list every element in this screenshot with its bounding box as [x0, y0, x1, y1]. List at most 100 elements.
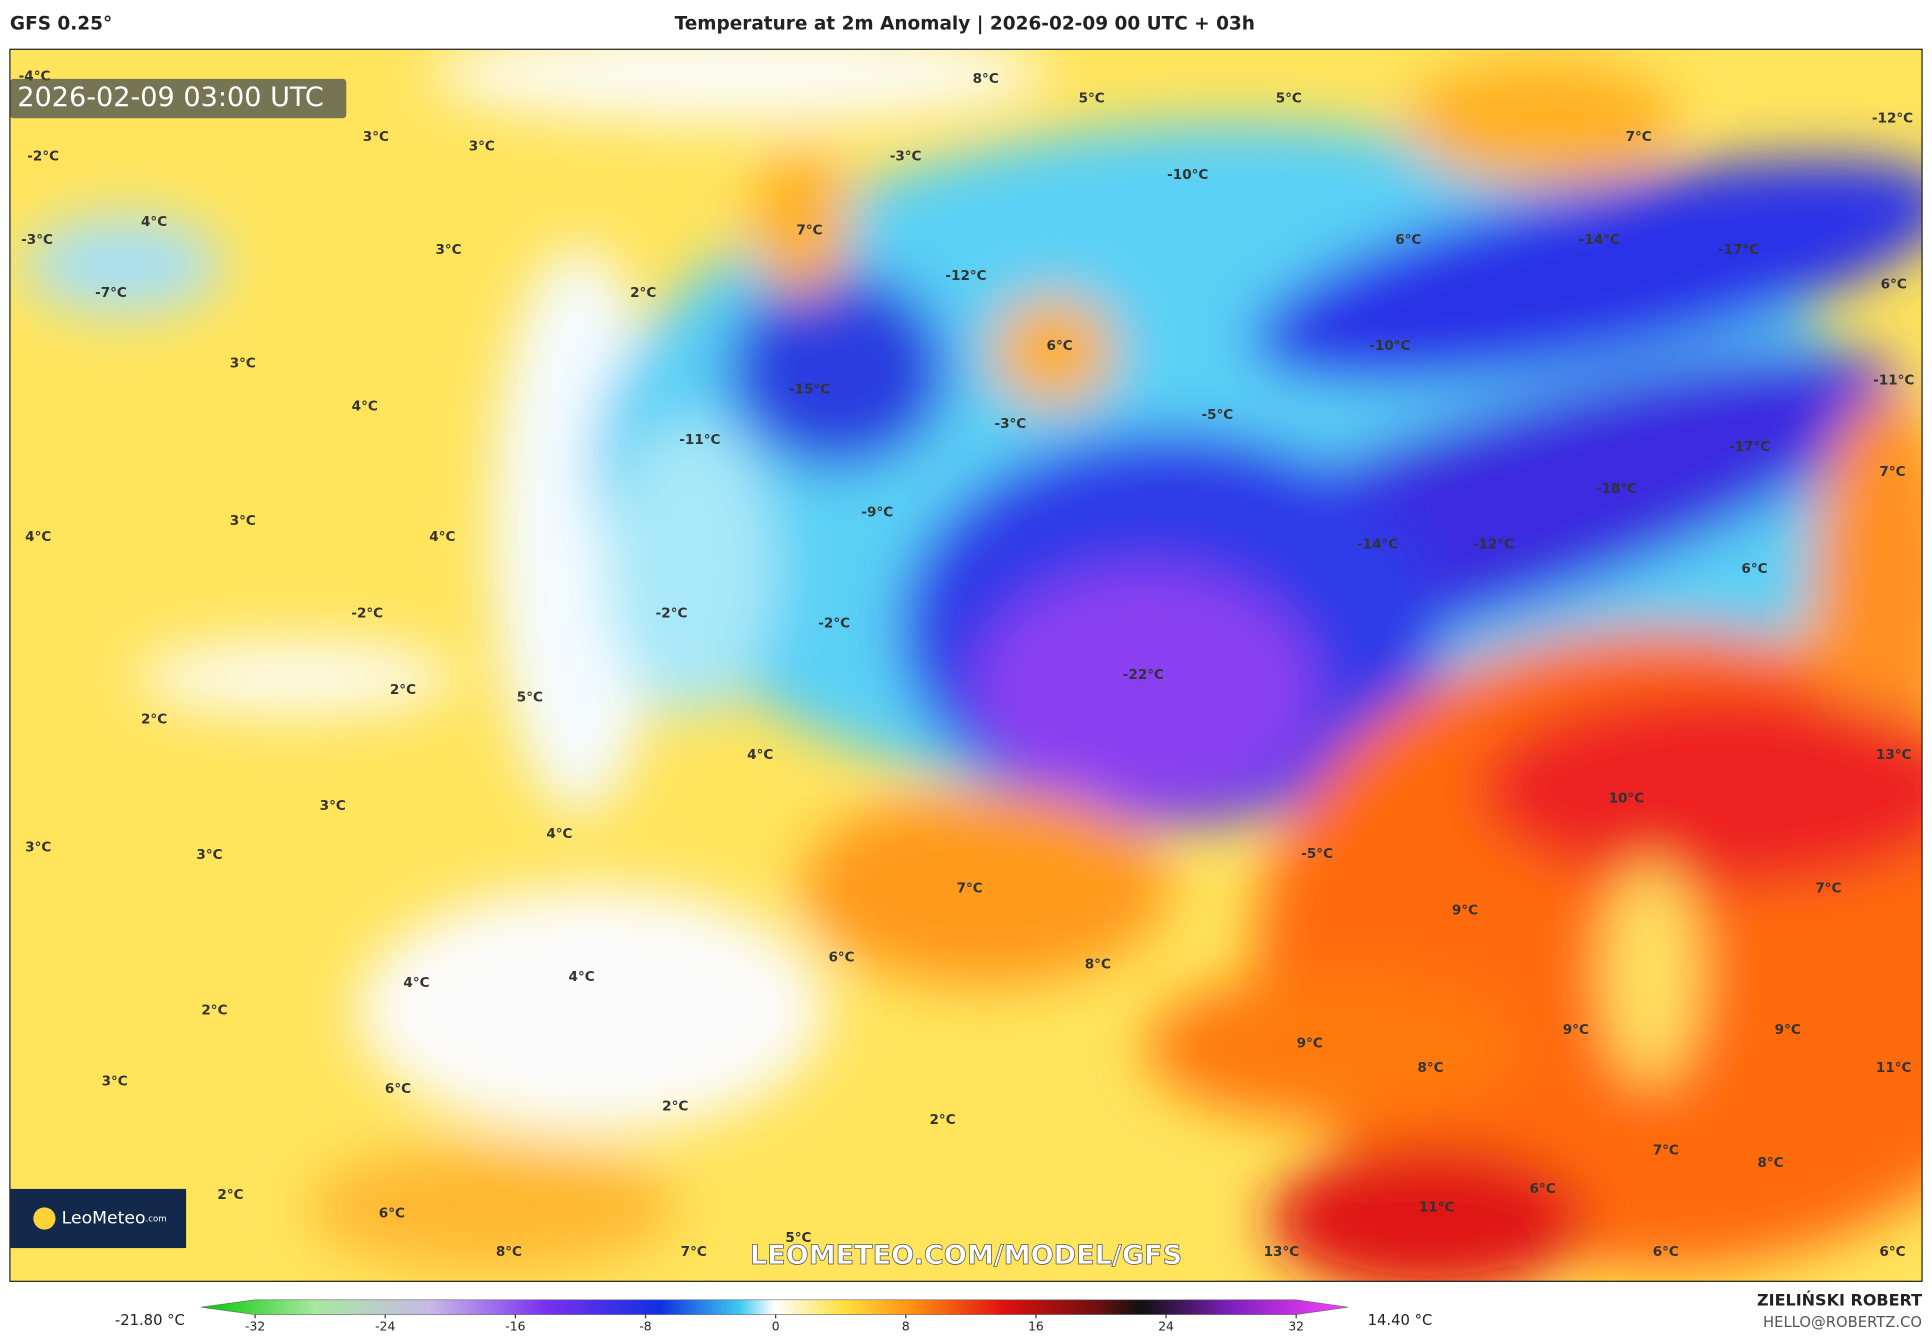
temperature-label: 9°C [1297, 1036, 1323, 1052]
temperature-label: -10°C [1167, 167, 1208, 183]
temperature-label: 7°C [681, 1244, 707, 1260]
temperature-label: 8°C [1417, 1060, 1443, 1076]
temperature-label: 3°C [230, 513, 256, 529]
anomaly-field [24, 49, 1923, 1282]
temperature-label: 4°C [403, 975, 429, 991]
colorbar-tick-label: -24 [375, 1319, 395, 1333]
temperature-label: 2°C [141, 712, 167, 728]
temperature-label: 2°C [390, 682, 416, 698]
temperature-label: -2°C [27, 148, 59, 164]
temperature-label: 5°C [1079, 91, 1105, 107]
temperature-label: -3°C [21, 232, 53, 248]
colorbar-tick-label: -8 [639, 1319, 651, 1333]
temperature-label: 4°C [429, 529, 455, 545]
temperature-label: -17°C [1718, 242, 1759, 258]
temperature-label: 8°C [973, 71, 999, 87]
temperature-label: 5°C [517, 689, 543, 705]
temperature-label: 8°C [1757, 1155, 1783, 1171]
timestamp: 2026-02-09 03:00 UTC [17, 82, 323, 113]
colorbar: -32 -24 -16 -8 0 8 16 24 32 [200, 1299, 1348, 1333]
temperature-label: 6°C [1741, 561, 1767, 577]
temperature-label: 2°C [217, 1187, 243, 1203]
temperature-label: 7°C [1815, 880, 1841, 896]
temperature-label: 7°C [1626, 129, 1652, 145]
temperature-label: 2°C [630, 285, 656, 301]
temperature-label: 6°C [1047, 338, 1073, 354]
colorbar-tick-label: 0 [772, 1319, 780, 1333]
temperature-label: 5°C [1276, 91, 1302, 107]
temperature-label: 8°C [1085, 957, 1111, 973]
temperature-label: 9°C [1775, 1022, 1801, 1038]
temperature-label: -5°C [1201, 407, 1233, 423]
temperature-label: 6°C [1653, 1244, 1679, 1260]
temperature-label: 10°C [1609, 790, 1645, 806]
temperature-label: 3°C [435, 242, 461, 258]
map: -4°C 8°C5°C 5°C-12°C3°C3°C-2°C -3°C-10°C7°C… [9, 49, 1923, 1282]
temperature-label: -11°C [679, 432, 720, 448]
colorbar-tick-label: -32 [245, 1319, 265, 1333]
temperature-label: 9°C [1563, 1022, 1589, 1038]
temperature-label: -2°C [656, 606, 688, 622]
temperature-label: 5°C [785, 1230, 811, 1246]
model-name: GFS 0.25° [10, 14, 112, 35]
temperature-label: 6°C [385, 1081, 411, 1097]
map-title: Temperature at 2m Anomaly | 2026-02-09 0… [675, 14, 1255, 35]
temperature-label: 4°C [747, 747, 773, 763]
logo-suffix: .com [146, 1214, 167, 1224]
temperature-label: -3°C [890, 148, 922, 164]
temperature-label: 2°C [662, 1098, 688, 1114]
temperature-label: 3°C [363, 129, 389, 145]
temperature-label: 9°C [1452, 902, 1478, 918]
temperature-label: 7°C [1879, 464, 1905, 480]
temperature-label: 4°C [546, 826, 572, 842]
temperature-label: 6°C [1879, 1244, 1905, 1260]
temperature-label: -18°C [1596, 481, 1637, 497]
temperature-label: 6°C [379, 1206, 405, 1222]
temperature-label: 6°C [1395, 232, 1421, 248]
timestamp-box [9, 78, 347, 119]
temperature-label: 8°C [496, 1244, 522, 1260]
temperature-label: 6°C [1881, 277, 1907, 293]
author: ZIELIŃSKI ROBERT [1757, 1291, 1922, 1310]
temperature-label: 6°C [1530, 1181, 1556, 1197]
temperature-label: 4°C [569, 969, 595, 985]
temperature-label: 13°C [1264, 1244, 1300, 1260]
temperature-label: -14°C [1579, 232, 1620, 248]
temperature-label: 4°C [352, 399, 378, 415]
temperature-label: 7°C [1653, 1143, 1679, 1159]
logo: LeoMeteo.com [62, 1208, 167, 1228]
colorbar-max: 14.40 °C [1368, 1312, 1433, 1329]
logo-name: LeoMeteo [62, 1208, 146, 1228]
watermark: LEOMETEO.COM/MODEL/GFS [750, 1240, 1182, 1271]
temperature-label: -2°C [818, 615, 850, 631]
temperature-label: -5°C [1301, 846, 1333, 862]
temperature-label: -15°C [789, 381, 830, 397]
temperature-label: -7°C [95, 285, 127, 301]
temperature-label: 3°C [102, 1074, 128, 1090]
temperature-label: 3°C [25, 840, 51, 856]
colorbar-tick-label: 8 [902, 1319, 910, 1333]
temperature-label: 7°C [796, 222, 822, 238]
map-frame [9, 48, 1923, 1282]
temperature-label: 7°C [957, 880, 983, 896]
temperature-label: 3°C [230, 355, 256, 371]
email: HELLO@ROBERTZ.CO [1763, 1314, 1922, 1331]
temperature-label: -14°C [1357, 537, 1398, 553]
temperature-label: -3°C [994, 416, 1026, 432]
temperature-label: -11°C [1873, 373, 1914, 389]
temperature-label: 2°C [930, 1112, 956, 1128]
temperature-label: -22°C [1123, 667, 1164, 683]
colorbar-tick-label: -16 [505, 1319, 525, 1333]
temperature-label: -10°C [1369, 338, 1410, 354]
temperature-label: 13°C [1876, 747, 1912, 763]
temperature-label: 11°C [1419, 1199, 1455, 1215]
temperature-label: 3°C [320, 798, 346, 814]
colorbar-tick-label: 24 [1158, 1319, 1174, 1333]
temperature-label: -2°C [351, 606, 383, 622]
temperature-label: 3°C [469, 139, 495, 155]
temperature-label: -9°C [861, 505, 893, 521]
temperature-label: 4°C [25, 529, 51, 545]
colorbar-min: -21.80 °C [115, 1312, 185, 1329]
temperature-label: -17°C [1729, 439, 1770, 455]
